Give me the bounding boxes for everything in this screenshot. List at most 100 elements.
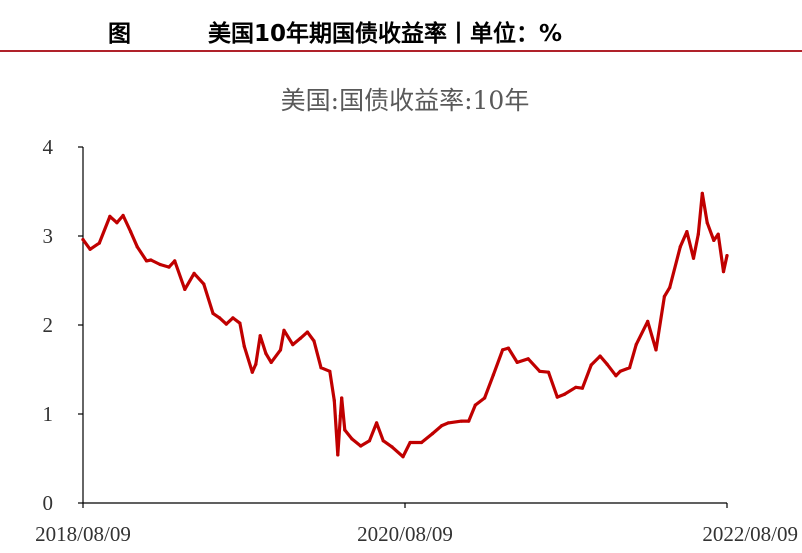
data-point [546,370,551,374]
y-tick-label: 1 [43,402,54,426]
data-point [183,287,187,291]
data-point [555,395,559,399]
data-point [88,247,92,251]
data-point [149,258,153,262]
data-point [282,328,286,332]
data-point [332,399,336,403]
data-point [700,191,704,195]
x-axis: 2018/08/09 2020/08/09 2022/08/09 [35,502,798,546]
series-line [81,191,729,459]
data-point [483,396,487,400]
data-point [419,440,424,445]
data-point [238,321,242,325]
plot-area [81,191,729,459]
data-point [359,444,363,448]
data-point [614,374,618,378]
data-point [716,232,720,236]
data-point [725,254,729,258]
data-point [336,453,340,457]
data-point [668,286,672,290]
data-point [538,369,542,373]
data-point [562,392,566,396]
data-point [491,373,495,377]
data-point [696,232,700,236]
header-rule [0,50,802,52]
data-point [258,334,262,338]
data-point [319,366,323,370]
data-point [446,421,450,425]
data-point [618,369,622,373]
data-point [350,437,354,441]
y-tick-label: 3 [43,224,54,248]
data-point [338,414,342,418]
data-point [515,360,519,364]
data-point [211,311,215,315]
data-point [506,346,510,350]
data-point [121,213,125,218]
y-tick-label: 2 [43,313,54,337]
data-point [440,424,444,428]
data-point [202,282,206,286]
figure-title: 美国10年期国债收益率丨单位：% [208,21,563,47]
data-point [408,440,412,445]
data-point [298,336,302,340]
data-point [473,403,477,407]
data-point [242,344,246,348]
data-point [526,357,530,361]
data-point [367,439,372,443]
x-tick-label: 2018/08/09 [35,522,131,546]
data-point [634,343,638,347]
data-point [218,316,222,320]
data-point [343,428,347,432]
data-point [224,322,228,326]
x-tick-label: 2020/08/09 [357,522,453,546]
data-point [589,363,593,367]
data-point [430,432,435,436]
data-point [144,259,149,263]
data-point [580,386,585,390]
data-point [115,221,119,225]
data-point [250,370,254,374]
data-point [81,238,85,242]
data-point [108,214,112,218]
data-point [129,230,133,234]
data-point [231,316,235,320]
data-point [401,455,405,459]
data-point [291,343,295,347]
data-point [269,360,273,364]
figure-label: 图 [108,21,131,47]
data-point [721,270,726,274]
data-point [305,330,309,334]
data-point [705,221,709,225]
data-point [628,366,632,370]
data-point [390,445,394,449]
data-point [97,241,101,245]
chart-title: 美国:国债收益率:10年 [281,86,530,115]
data-point [312,339,316,343]
data-point [381,439,385,443]
data-point [685,230,689,234]
data-point [192,271,196,275]
data-point [340,396,344,400]
data-point [135,245,139,249]
x-tick-label: 2022/08/09 [702,522,798,546]
data-point [158,262,162,267]
data-point [646,319,650,323]
data-point [460,419,464,423]
data-point [264,351,268,356]
data-point [328,369,332,373]
report-header: 图 美国10年期国债收益率丨单位：% [0,0,802,52]
data-point [574,385,578,389]
data-point [712,238,716,242]
data-point [467,419,471,423]
data-point [691,256,696,260]
data-point [598,354,602,358]
data-point [278,348,283,352]
y-tick-label: 4 [43,135,54,159]
y-axis: 0 1 2 3 4 [43,135,84,515]
data-point [678,245,682,249]
data-point [173,259,177,263]
data-point [662,294,667,299]
data-point [375,421,379,425]
